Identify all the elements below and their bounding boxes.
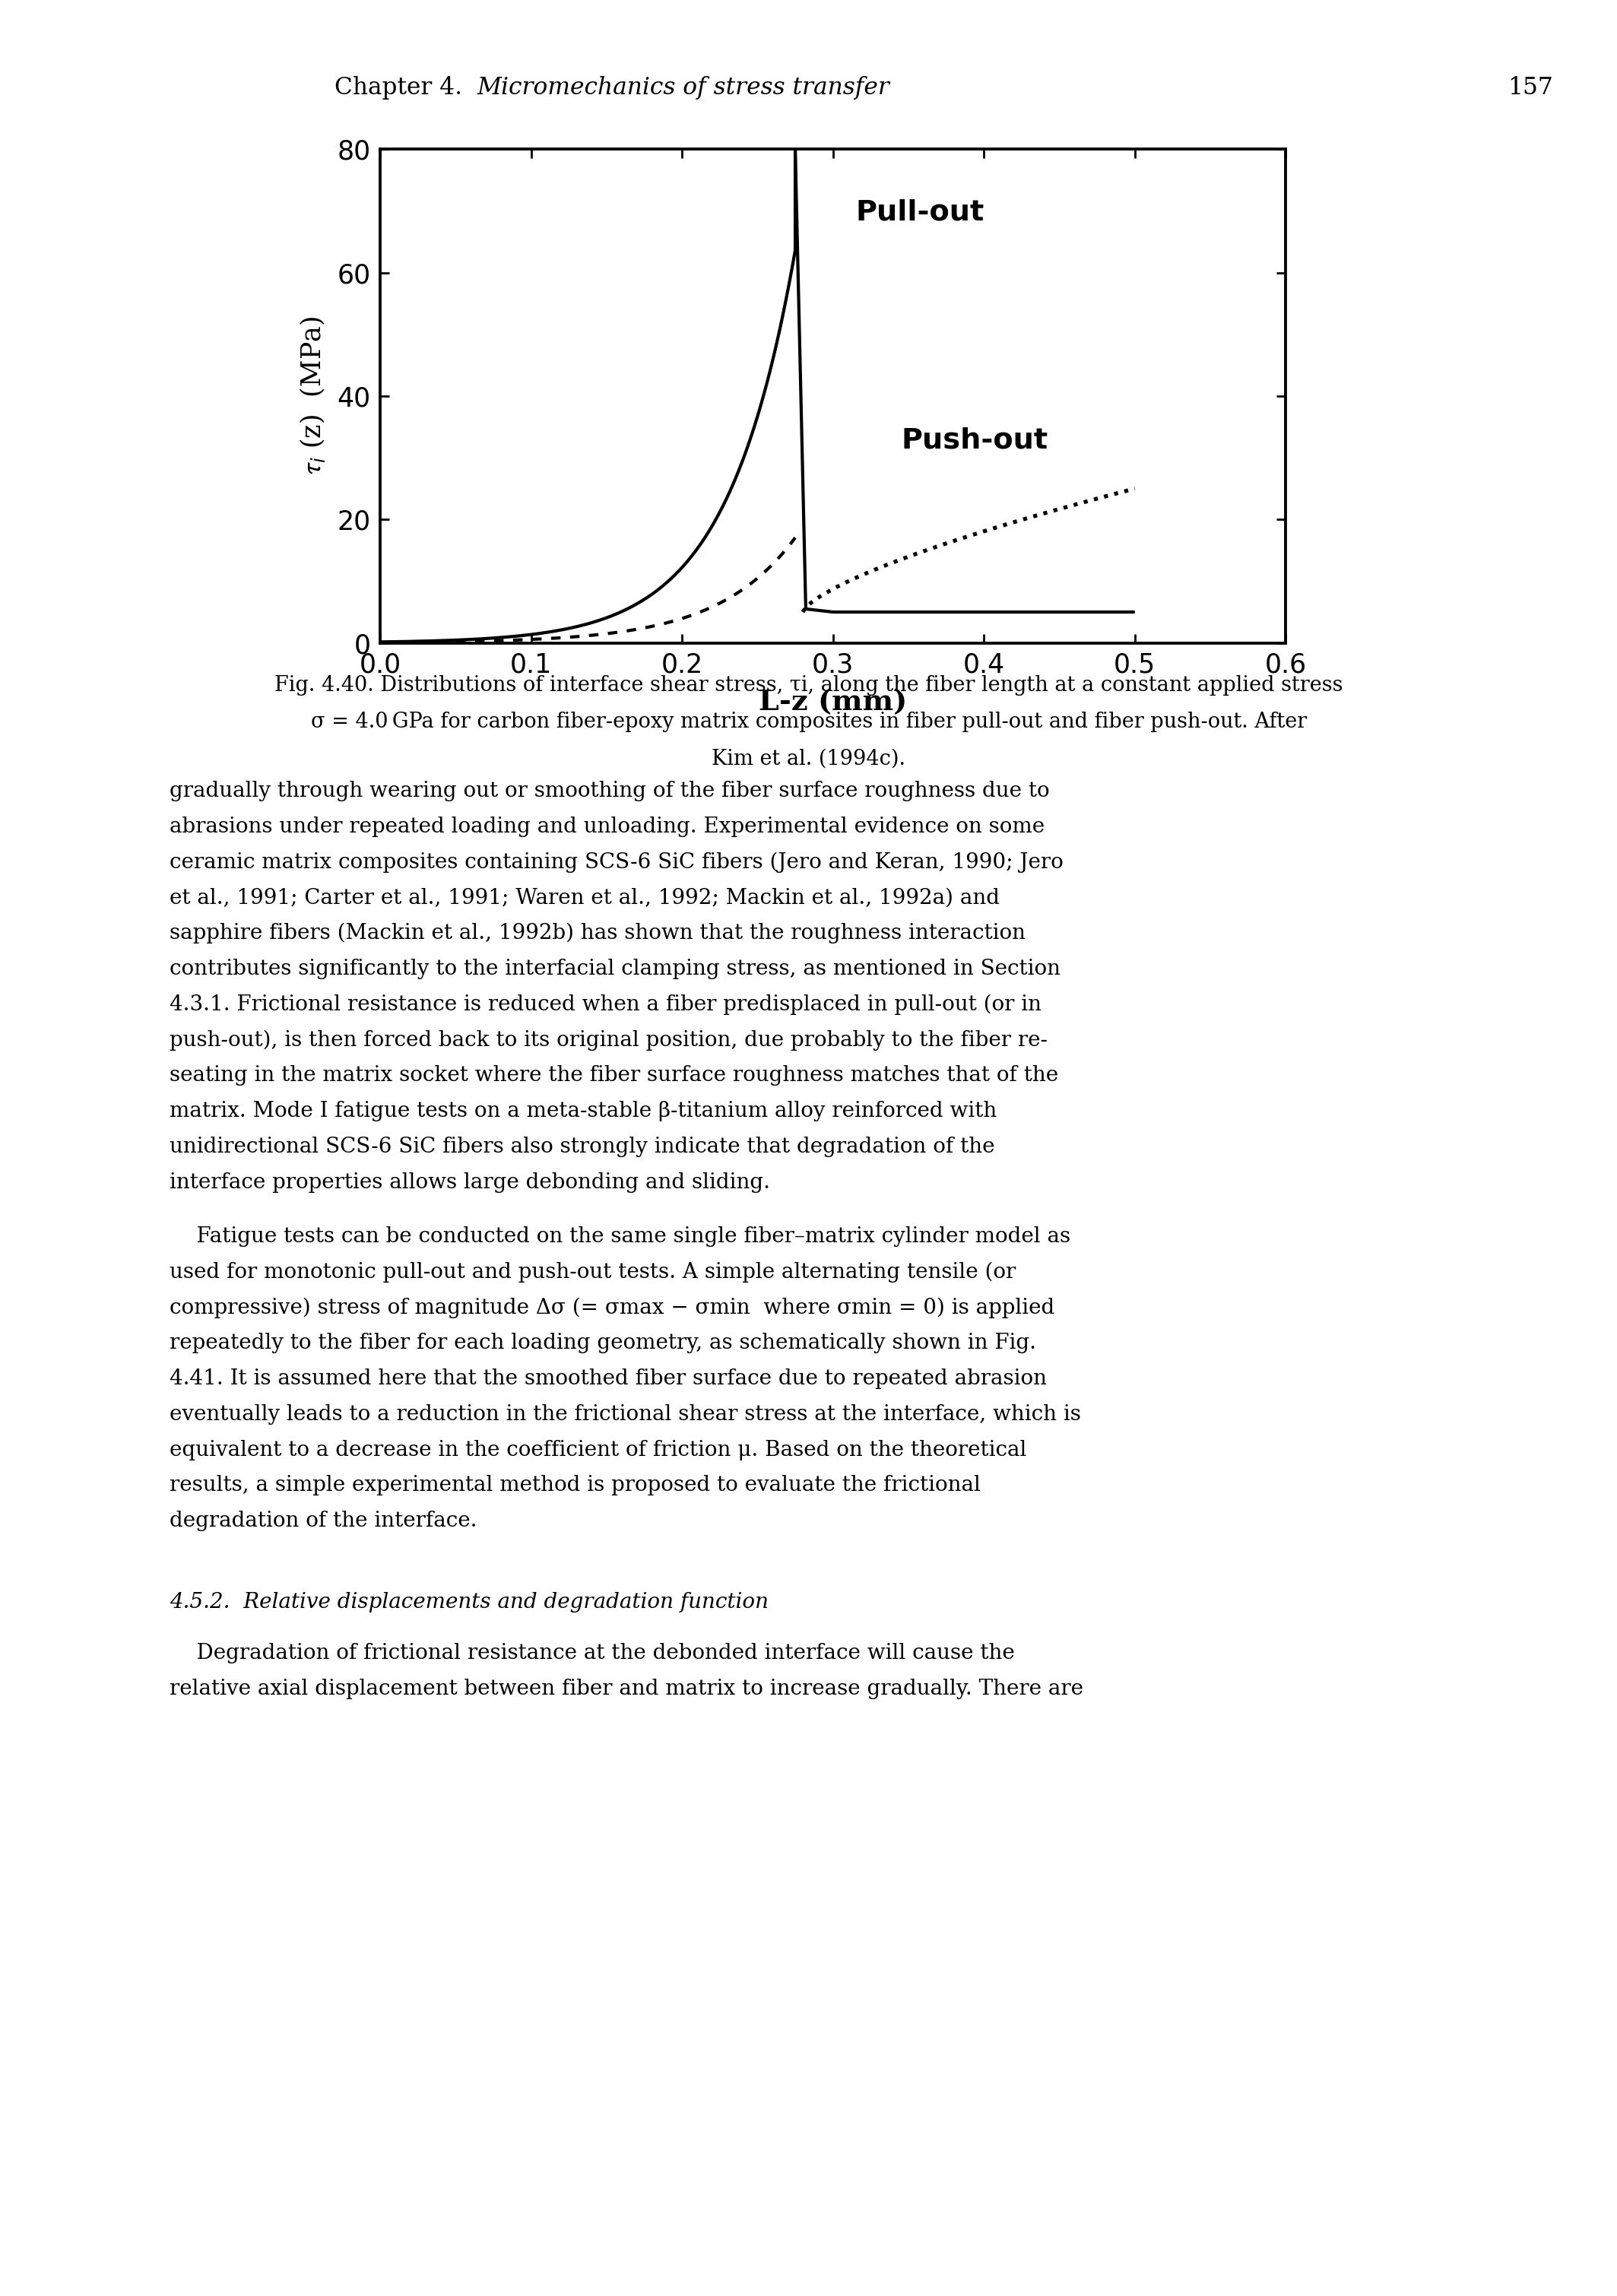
Text: Kim et al. (1994c).: Kim et al. (1994c). [711,748,906,769]
Text: Fatigue tests can be conducted on the same single fiber–matrix cylinder model as: Fatigue tests can be conducted on the sa… [170,1226,1070,1247]
Text: 4.3.1. Frictional resistance is reduced when a fiber predisplaced in pull-out (o: 4.3.1. Frictional resistance is reduced … [170,994,1041,1015]
Text: unidirectional SCS-6 SiC fibers also strongly indicate that degradation of the: unidirectional SCS-6 SiC fibers also str… [170,1137,994,1157]
Text: Degradation of frictional resistance at the debonded interface will cause the: Degradation of frictional resistance at … [170,1644,1015,1662]
Text: sapphire fibers (Mackin et al., 1992b) has shown that the roughness interaction: sapphire fibers (Mackin et al., 1992b) h… [170,923,1025,944]
Text: et al., 1991; Carter et al., 1991; Waren et al., 1992; Mackin et al., 1992a) and: et al., 1991; Carter et al., 1991; Waren… [170,886,999,907]
Text: 4.5.2.  Relative displacements and degradation function: 4.5.2. Relative displacements and degrad… [170,1593,768,1612]
Y-axis label: $\mathcal{\tau}_i$ (z)  (MPa): $\mathcal{\tau}_i$ (z) (MPa) [298,317,327,475]
Text: Fig. 4.40. Distributions of interface shear stress, τi, along the fiber length a: Fig. 4.40. Distributions of interface sh… [275,675,1342,696]
Text: relative axial displacement between fiber and matrix to increase gradually. Ther: relative axial displacement between fibe… [170,1678,1083,1699]
Text: compressive) stress of magnitude Δσ (= σmax − σmin  where σmin = 0) is applied: compressive) stress of magnitude Δσ (= σ… [170,1297,1054,1318]
Text: abrasions under repeated loading and unloading. Experimental evidence on some: abrasions under repeated loading and unl… [170,815,1045,836]
Text: eventually leads to a reduction in the frictional shear stress at the interface,: eventually leads to a reduction in the f… [170,1403,1082,1424]
Text: Micromechanics of stress transfer: Micromechanics of stress transfer [477,76,889,99]
Text: 157: 157 [1507,76,1552,99]
Text: ceramic matrix composites containing SCS-6 SiC fibers (Jero and Keran, 1990; Jer: ceramic matrix composites containing SCS… [170,852,1064,872]
Text: gradually through wearing out or smoothing of the fiber surface roughness due to: gradually through wearing out or smoothi… [170,781,1049,801]
Text: matrix. Mode I fatigue tests on a meta-stable β-titanium alloy reinforced with: matrix. Mode I fatigue tests on a meta-s… [170,1102,998,1120]
Text: interface properties allows large debonding and sliding.: interface properties allows large debond… [170,1171,770,1192]
Text: degradation of the interface.: degradation of the interface. [170,1511,477,1531]
Text: push-out), is then forced back to its original position, due probably to the fib: push-out), is then forced back to its or… [170,1029,1048,1052]
Text: σ = 4.0 GPa for carbon fiber-epoxy matrix composites in fiber pull-out and fiber: σ = 4.0 GPa for carbon fiber-epoxy matri… [310,712,1307,732]
Text: used for monotonic pull-out and push-out tests. A simple alternating tensile (or: used for monotonic pull-out and push-out… [170,1263,1015,1283]
Text: Chapter 4.: Chapter 4. [335,76,477,99]
Text: results, a simple experimental method is proposed to evaluate the frictional: results, a simple experimental method is… [170,1474,980,1495]
Text: Push-out: Push-out [901,427,1048,455]
Text: contributes significantly to the interfacial clamping stress, as mentioned in Se: contributes significantly to the interfa… [170,960,1061,978]
X-axis label: L-z (mm): L-z (mm) [758,689,907,716]
Text: 4.41. It is assumed here that the smoothed fiber surface due to repeated abrasio: 4.41. It is assumed here that the smooth… [170,1368,1046,1389]
Text: Pull-out: Pull-out [855,200,985,225]
Text: seating in the matrix socket where the fiber surface roughness matches that of t: seating in the matrix socket where the f… [170,1065,1059,1086]
Text: equivalent to a decrease in the coefficient of friction μ. Based on the theoreti: equivalent to a decrease in the coeffici… [170,1440,1027,1460]
Text: repeatedly to the fiber for each loading geometry, as schematically shown in Fig: repeatedly to the fiber for each loading… [170,1332,1036,1352]
